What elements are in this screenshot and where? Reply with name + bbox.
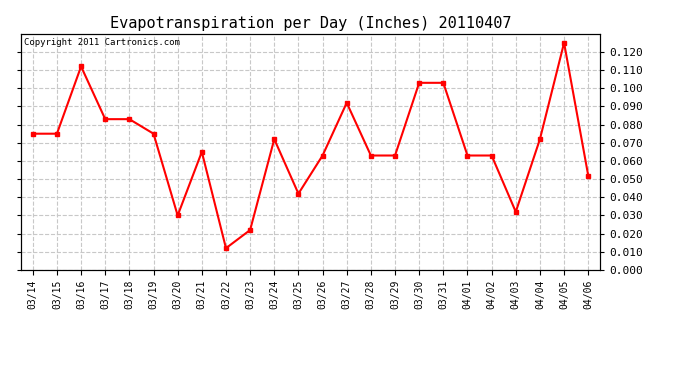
Text: Copyright 2011 Cartronics.com: Copyright 2011 Cartronics.com bbox=[23, 39, 179, 48]
Title: Evapotranspiration per Day (Inches) 20110407: Evapotranspiration per Day (Inches) 2011… bbox=[110, 16, 511, 31]
